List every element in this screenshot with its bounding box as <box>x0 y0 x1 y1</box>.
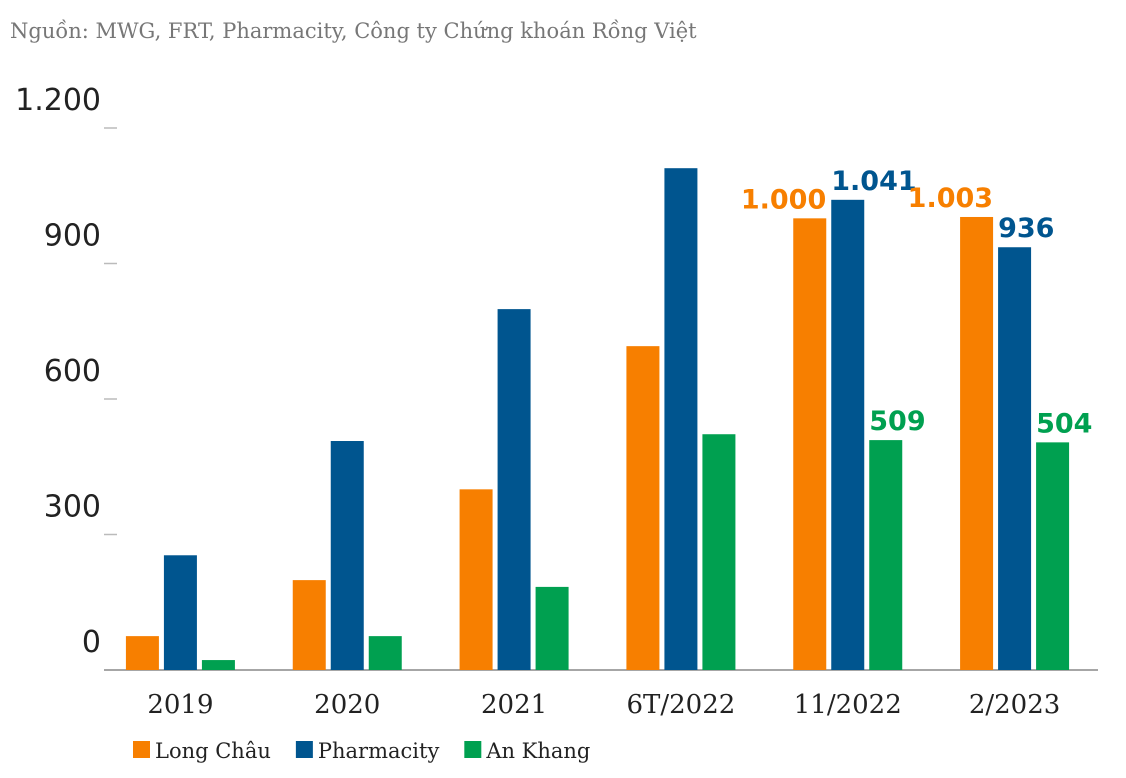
value-label: 936 <box>998 213 1054 244</box>
y-tick-label: 1.200 <box>15 83 101 118</box>
legend-swatch <box>464 741 482 758</box>
bar <box>998 247 1032 671</box>
x-tick-label: 6T/2022 <box>627 690 736 720</box>
legend-label: An Khang <box>485 739 590 763</box>
value-label: 1.041 <box>831 166 916 197</box>
legend-swatch <box>133 741 150 758</box>
legend-swatch <box>295 741 313 758</box>
bar <box>626 346 660 670</box>
x-tick-label: 2020 <box>314 690 380 720</box>
value-label: 1.000 <box>741 184 826 215</box>
source: Nguồn: MWG, FRT, Pharmacity, Công ty Chứ… <box>10 19 697 43</box>
bar <box>368 636 402 670</box>
x-tick-label: 2019 <box>147 690 213 720</box>
bar <box>1036 442 1070 670</box>
bar <box>535 586 569 670</box>
x-tick-label: 2021 <box>481 690 547 720</box>
y-tick-label: 600 <box>44 354 101 389</box>
y-tick-label: 900 <box>44 219 101 254</box>
bar <box>292 580 326 670</box>
x-tick-label: 2/2023 <box>969 690 1060 720</box>
value-label: 1.003 <box>908 183 993 214</box>
y-tick-label: 0 <box>82 625 101 660</box>
bar <box>793 218 827 671</box>
bar <box>702 434 736 670</box>
bar <box>960 216 994 670</box>
y-tick-label: 300 <box>44 490 101 525</box>
bar <box>125 636 159 670</box>
legend-label: Long Châu <box>155 739 271 763</box>
bar <box>459 489 493 670</box>
value-label: 509 <box>869 406 925 437</box>
legend-label: Pharmacity <box>318 739 440 763</box>
bar <box>831 199 865 670</box>
value-label: 504 <box>1036 408 1092 439</box>
bar <box>497 309 531 670</box>
bar <box>664 168 698 670</box>
bar <box>330 441 364 670</box>
bar <box>163 555 197 670</box>
bar <box>869 440 903 670</box>
bar <box>201 660 235 670</box>
x-tick-label: 11/2022 <box>794 690 902 720</box>
